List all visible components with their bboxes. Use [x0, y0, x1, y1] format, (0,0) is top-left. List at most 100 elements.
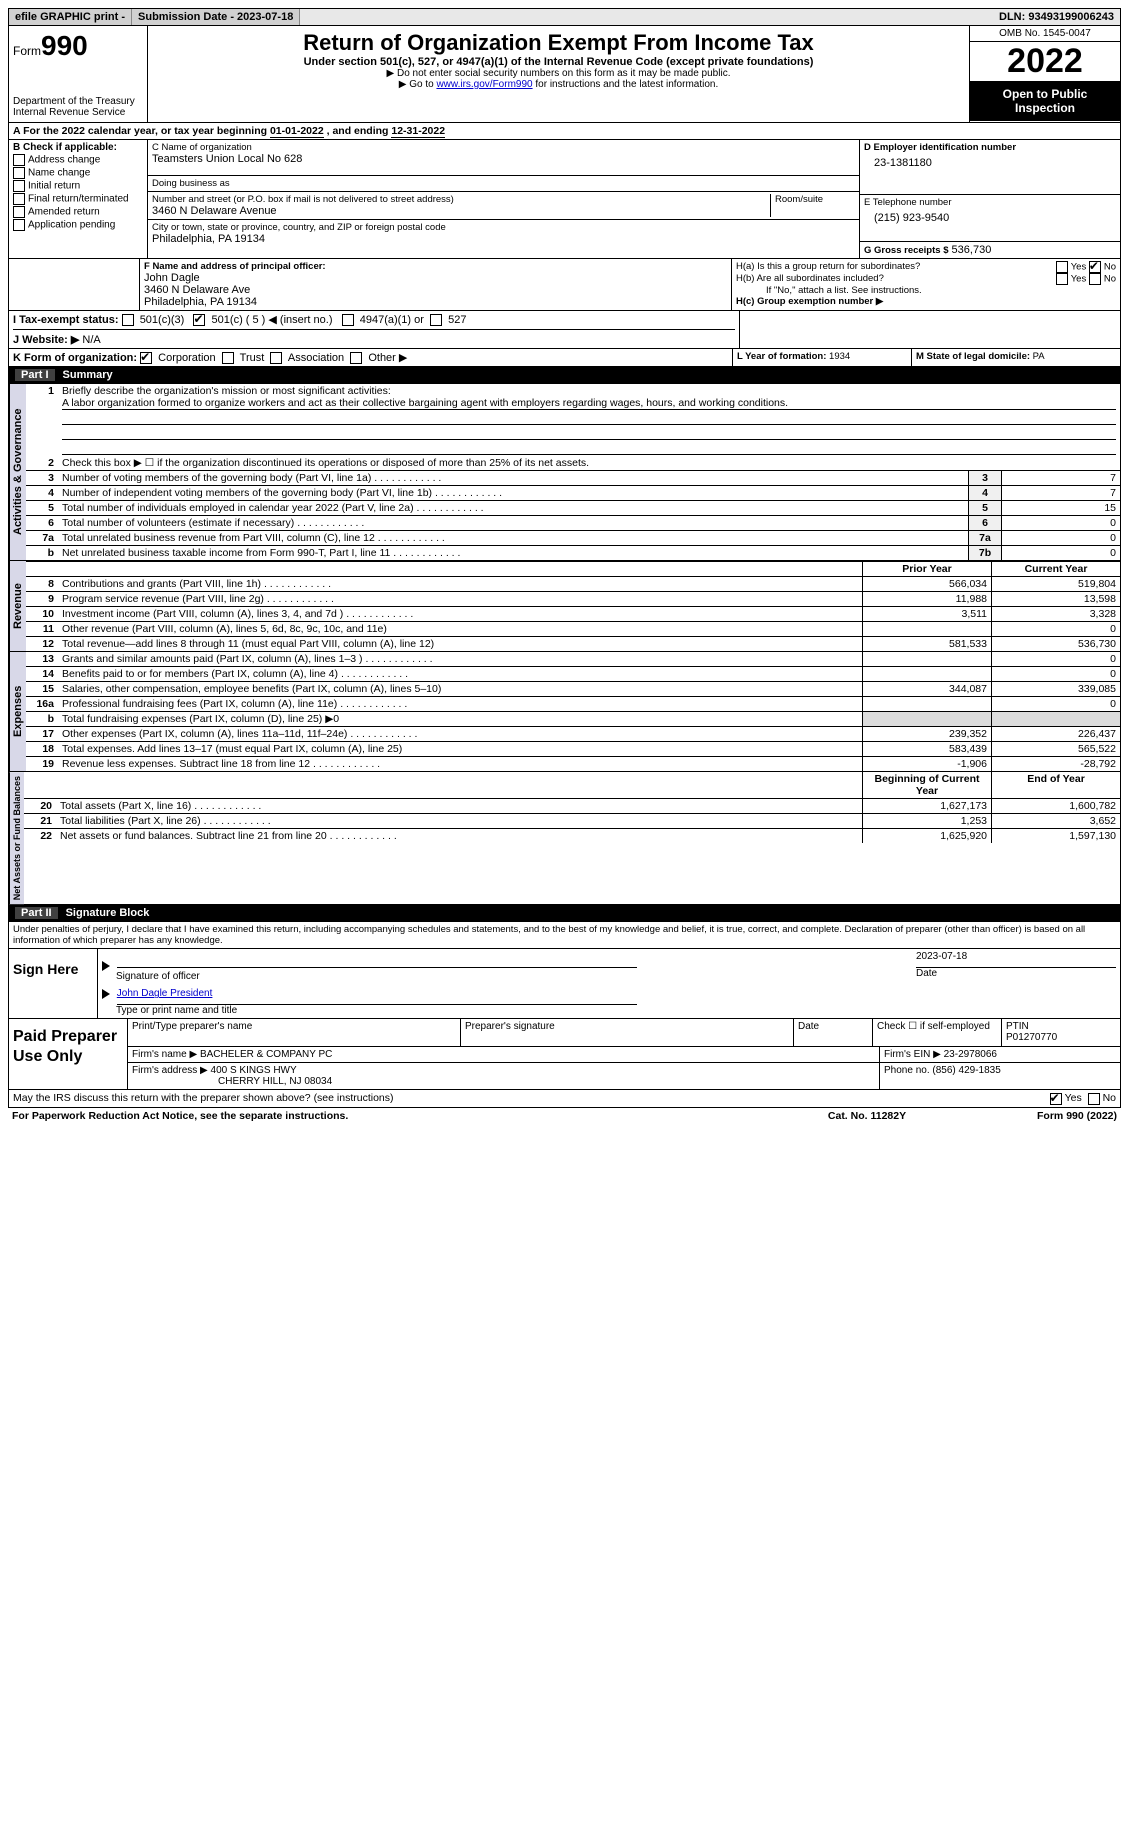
- line4-val: 7: [1002, 486, 1121, 501]
- m-lbl: M State of legal domicile:: [916, 351, 1030, 362]
- line22: Net assets or fund balances. Subtract li…: [56, 829, 863, 844]
- sign-here-block: Sign Here Signature of officer 2023-07-1…: [8, 949, 1121, 1019]
- col-c: C Name of organization Teamsters Union L…: [148, 140, 860, 258]
- l-row: L Year of formation: 1934: [733, 349, 912, 366]
- form-no: 990: [41, 30, 88, 61]
- ck-application-pending[interactable]: Application pending: [13, 219, 143, 231]
- line6-val: 0: [1002, 516, 1121, 531]
- ck-amended[interactable]: Amended return: [13, 206, 143, 218]
- ck-501c3[interactable]: [122, 314, 134, 326]
- discuss-yes[interactable]: [1050, 1093, 1062, 1105]
- officer-signature-line[interactable]: [117, 951, 637, 968]
- paid-preparer-lbl: Paid Preparer Use Only: [9, 1019, 128, 1089]
- vert-governance: Activities & Governance: [9, 384, 26, 560]
- ck-final-return[interactable]: Final return/terminated: [13, 193, 143, 205]
- ck-trust[interactable]: [222, 352, 234, 364]
- ck-corp[interactable]: [140, 352, 152, 364]
- line5-val: 15: [1002, 501, 1121, 516]
- line14: Benefits paid to or for members (Part IX…: [58, 667, 863, 682]
- fh-block: F Name and address of principal officer:…: [8, 259, 1121, 311]
- line-a: A For the 2022 calendar year, or tax yea…: [8, 123, 1121, 140]
- form-subtitle-1: Under section 501(c), 527, or 4947(a)(1)…: [156, 56, 961, 68]
- ck-assoc[interactable]: [270, 352, 282, 364]
- l-val: 1934: [829, 351, 850, 362]
- ein-lbl: D Employer identification number: [864, 142, 1116, 153]
- col-current-year: Current Year: [992, 562, 1121, 577]
- form990-link[interactable]: www.irs.gov/Form990: [436, 79, 532, 90]
- line7a-val: 0: [1002, 531, 1121, 546]
- ck-527[interactable]: [430, 314, 442, 326]
- paid-preparer-block: Paid Preparer Use Only Print/Type prepar…: [8, 1019, 1121, 1090]
- firm-ein-lbl: Firm's EIN ▶: [884, 1049, 941, 1060]
- gross-lbl: G Gross receipts $: [864, 245, 948, 256]
- line8: Contributions and grants (Part VIII, lin…: [58, 577, 863, 592]
- tax-year: 2022: [970, 42, 1120, 81]
- ck-initial-return[interactable]: Initial return: [13, 180, 143, 192]
- col-b: B Check if applicable: Address change Na…: [9, 140, 148, 258]
- firm-name: BACHELER & COMPANY PC: [200, 1049, 332, 1060]
- year-begin: 01-01-2022: [270, 125, 324, 138]
- prep-sig-lbl: Preparer's signature: [465, 1021, 789, 1032]
- ck-4947[interactable]: [342, 314, 354, 326]
- line-a-pre: A For the 2022 calendar year, or tax yea…: [13, 125, 270, 137]
- year-end: 12-31-2022: [391, 125, 445, 138]
- dln: DLN: 93493199006243: [993, 9, 1120, 25]
- ck-address-change[interactable]: Address change: [13, 154, 143, 166]
- b-label: B Check if applicable:: [13, 142, 143, 153]
- line-a-mid: , and ending: [327, 125, 392, 137]
- hb-yes[interactable]: [1056, 273, 1068, 285]
- revenue-section: Revenue Prior YearCurrent Year 8Contribu…: [8, 561, 1121, 652]
- ij-block: I Tax-exempt status: 501(c)(3) 501(c) ( …: [8, 311, 1121, 349]
- submission-date: Submission Date - 2023-07-18: [132, 9, 300, 25]
- part-i-title: Summary: [63, 369, 113, 381]
- line10: Investment income (Part VIII, column (A)…: [58, 607, 863, 622]
- part-ii-header: Part II Signature Block: [8, 905, 1121, 922]
- q1-text: A labor organization formed to organize …: [62, 397, 1116, 410]
- type-name-lbl: Type or print name and title: [102, 1005, 1116, 1016]
- line3: Number of voting members of the governin…: [58, 471, 969, 486]
- prep-date-lbl: Date: [798, 1021, 868, 1032]
- form-footer: Form 990 (2022): [967, 1110, 1117, 1122]
- header-mid: Return of Organization Exempt From Incom…: [148, 26, 970, 122]
- arrow-icon: [102, 989, 110, 999]
- org-name: Teamsters Union Local No 628: [152, 153, 855, 165]
- ha-yes[interactable]: [1056, 261, 1068, 273]
- line7b-val: 0: [1002, 546, 1121, 561]
- dept-treasury: Department of the Treasury: [13, 96, 143, 107]
- ck-501c[interactable]: [193, 314, 205, 326]
- discuss-row: May the IRS discuss this return with the…: [8, 1090, 1121, 1107]
- form-header: Form990 Department of the Treasury Inter…: [8, 26, 1121, 123]
- governance-table: 1 Briefly describe the organization's mi…: [26, 384, 1120, 560]
- ein-val: 23-1381180: [864, 153, 1116, 173]
- efile-print[interactable]: efile GRAPHIC print -: [9, 9, 132, 25]
- org-block: B Check if applicable: Address change Na…: [8, 140, 1121, 259]
- revenue-table: Prior YearCurrent Year 8Contributions an…: [26, 561, 1120, 651]
- line5: Total number of individuals employed in …: [58, 501, 969, 516]
- discuss-no[interactable]: [1088, 1093, 1100, 1105]
- net-assets-section: Net Assets or Fund Balances Beginning of…: [8, 772, 1121, 905]
- city-val: Philadelphia, PA 19134: [152, 233, 855, 245]
- hb-no[interactable]: [1089, 273, 1101, 285]
- sig-date: 2023-07-18: [916, 951, 967, 962]
- ha-no[interactable]: [1089, 261, 1101, 273]
- expenses-table: 13Grants and similar amounts paid (Part …: [26, 652, 1120, 771]
- part-i-lbl: Part I: [15, 369, 55, 381]
- vert-expenses: Expenses: [9, 652, 26, 771]
- col-prior-year: Prior Year: [863, 562, 992, 577]
- form-number: Form990: [13, 30, 143, 62]
- officer-name-title[interactable]: John Dagle President: [117, 988, 213, 999]
- ptin-val: P01270770: [1006, 1032, 1116, 1043]
- discuss-text: May the IRS discuss this return with the…: [13, 1092, 1050, 1104]
- sign-here-lbl: Sign Here: [9, 949, 98, 1018]
- firm-addr2: CHERRY HILL, NJ 08034: [132, 1076, 332, 1087]
- gross-row: G Gross receipts $ 536,730: [860, 242, 1120, 258]
- line6: Total number of volunteers (estimate if …: [58, 516, 969, 531]
- j-lbl: J Website: ▶: [13, 334, 79, 346]
- line11: Other revenue (Part VIII, column (A), li…: [58, 622, 863, 637]
- officer-name: John Dagle: [144, 272, 727, 284]
- ck-other[interactable]: [350, 352, 362, 364]
- dln-val: 93493199006243: [1028, 11, 1114, 23]
- ck-name-change[interactable]: Name change: [13, 167, 143, 179]
- col-end-year: End of Year: [992, 772, 1121, 799]
- line17: Other expenses (Part IX, column (A), lin…: [58, 727, 863, 742]
